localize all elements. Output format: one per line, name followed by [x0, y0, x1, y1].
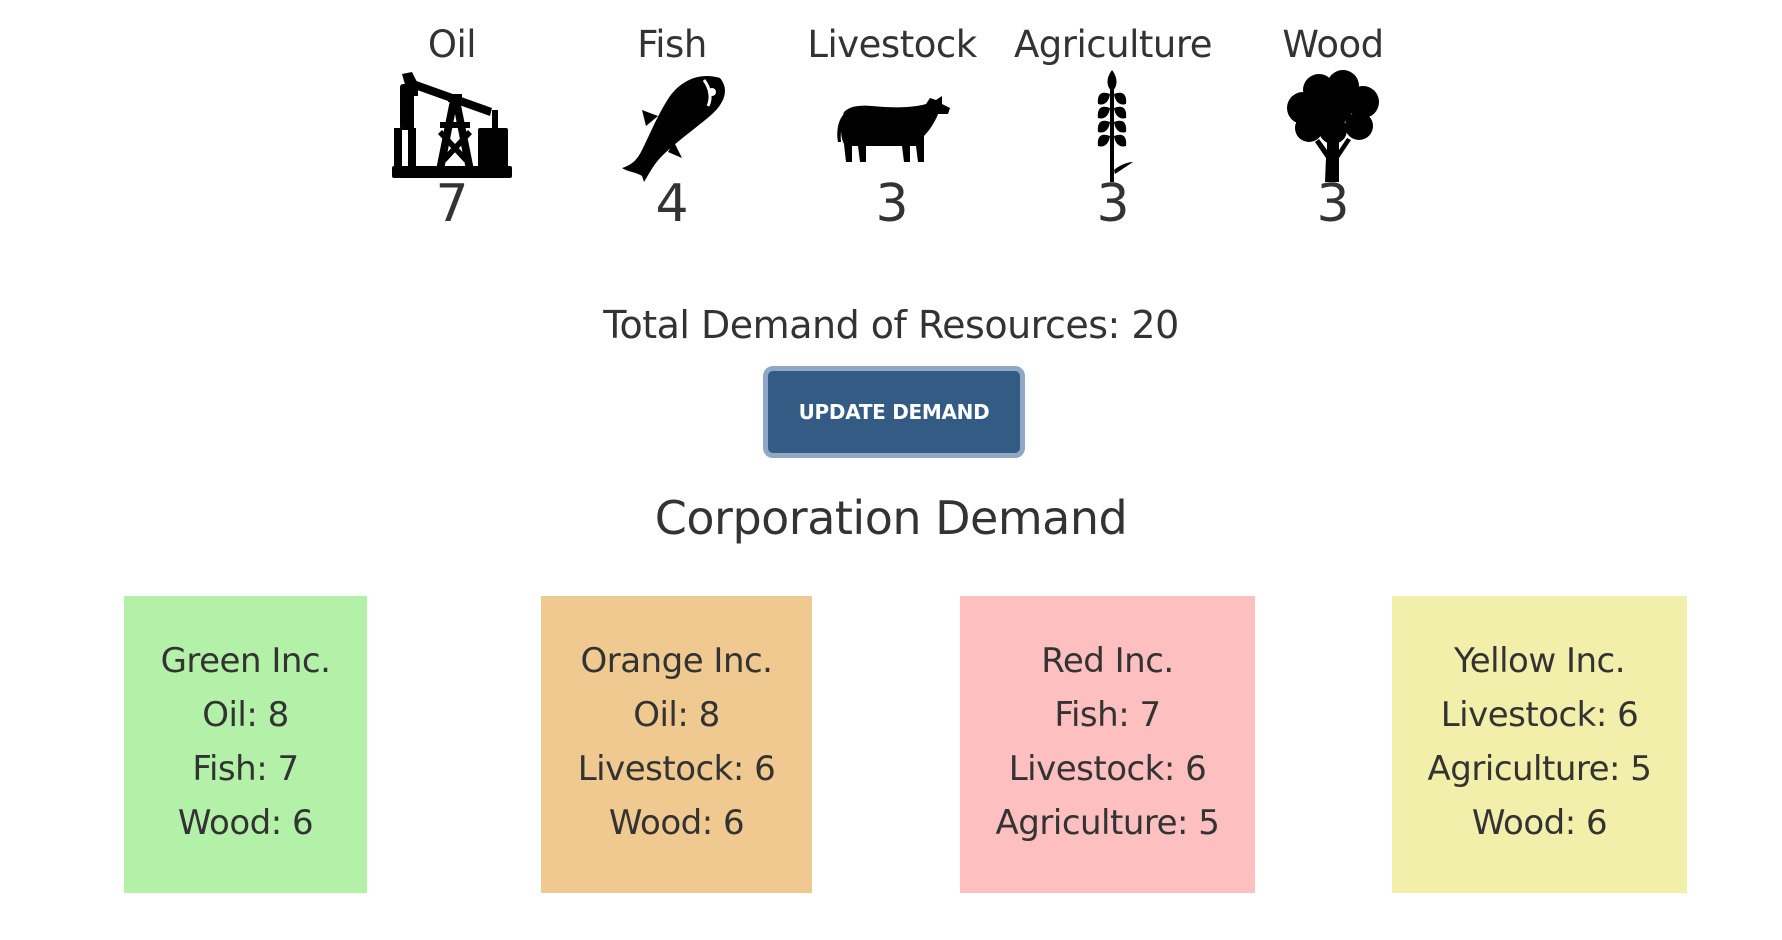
resource-fish: Fish 4 [567, 20, 777, 232]
resource-agriculture: Agriculture [1008, 20, 1218, 232]
corporation-name: Yellow Inc. [1453, 641, 1626, 681]
resource-label: Oil [427, 23, 477, 66]
corporation-demand-line: Wood: 6 [177, 803, 314, 843]
corporation-demand-line: Livestock: 6 [1440, 695, 1639, 735]
resource-label: Agriculture [1014, 23, 1212, 66]
corporation-card-green: Green Inc. Oil: 8 Fish: 7 Wood: 6 [124, 596, 367, 893]
corporation-demand-line: Wood: 6 [608, 803, 745, 843]
tree-icon [1273, 70, 1393, 182]
cow-icon [832, 70, 952, 182]
corporation-demand-line: Agriculture: 5 [995, 803, 1220, 843]
resource-value: 3 [1096, 174, 1130, 234]
resource-oil: Oil [347, 20, 557, 232]
corporation-name: Green Inc. [160, 641, 331, 681]
resource-value: 3 [875, 174, 909, 234]
resource-livestock: Livestock 3 [787, 20, 997, 232]
corporation-demand-line: Oil: 8 [633, 695, 720, 735]
corporation-demand-line: Wood: 6 [1471, 803, 1608, 843]
corporation-demand-line: Agriculture: 5 [1427, 749, 1652, 789]
corporation-name: Red Inc. [1041, 641, 1174, 681]
wheat-icon [1053, 70, 1173, 182]
corporation-demand-line: Oil: 8 [202, 695, 289, 735]
corporation-name: Orange Inc. [580, 641, 773, 681]
resource-label: Fish [637, 23, 707, 66]
corporation-demand-title: Corporation Demand [654, 491, 1128, 545]
resource-label: Livestock [807, 23, 977, 66]
corporation-card-yellow: Yellow Inc. Livestock: 6 Agriculture: 5 … [1392, 596, 1687, 893]
resource-value: 3 [1316, 174, 1350, 234]
resource-value: 7 [435, 174, 469, 234]
corporation-demand-line: Fish: 7 [1054, 695, 1161, 735]
oil-pumpjack-icon [392, 70, 512, 182]
corporation-demand-line: Livestock: 6 [1008, 749, 1207, 789]
corporation-card-red: Red Inc. Fish: 7 Livestock: 6 Agricultur… [960, 596, 1255, 893]
resource-summary: Oil [0, 20, 1782, 250]
resource-label: Wood [1282, 23, 1384, 66]
update-demand-button[interactable]: UPDATE DEMAND [763, 366, 1025, 458]
corporation-demand-line: Fish: 7 [192, 749, 299, 789]
resource-value: 4 [655, 174, 689, 234]
corporation-card-orange: Orange Inc. Oil: 8 Livestock: 6 Wood: 6 [541, 596, 812, 893]
total-demand-text: Total Demand of Resources: 20 [603, 303, 1179, 347]
resource-wood: Wood 3 [1228, 20, 1438, 232]
corporation-demand-line: Livestock: 6 [577, 749, 776, 789]
fish-icon [612, 70, 732, 182]
